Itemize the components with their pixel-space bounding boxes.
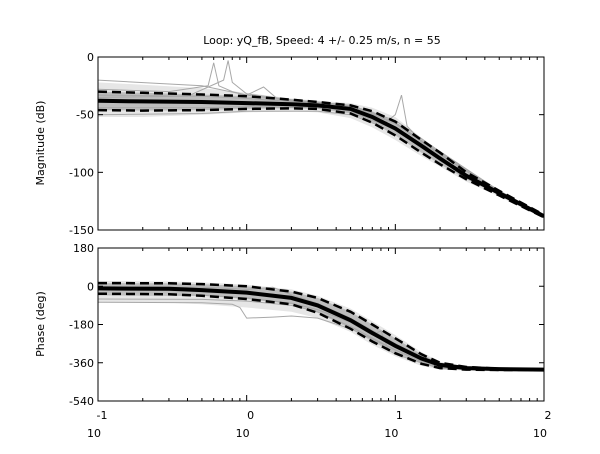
xtick-label-exponent: 2 bbox=[545, 409, 552, 422]
magnitude-plot-frame bbox=[98, 57, 544, 230]
magnitude-ytick-label: -100 bbox=[69, 166, 94, 179]
phase-ytick-label: 0 bbox=[87, 280, 94, 293]
phase-mean-line bbox=[98, 286, 544, 372]
magnitude-sample-curve-2 bbox=[98, 79, 544, 216]
xtick-label-base: 10 bbox=[384, 427, 398, 440]
magnitude-ytick-label: -50 bbox=[76, 109, 94, 122]
phase-ytick-label: -360 bbox=[69, 357, 94, 370]
magnitude-panel: 0 -50 -100 -150 Magnitude (dB) bbox=[34, 51, 545, 237]
magnitude-ylabel: Magnitude (dB) bbox=[34, 101, 47, 186]
xtick-label-exponent: -1 bbox=[97, 409, 108, 422]
magnitude-mean-line bbox=[98, 98, 544, 218]
xtick-label-base: 10 bbox=[236, 427, 250, 440]
phase-ylabel: Phase (deg) bbox=[34, 291, 47, 357]
magnitude-ytick-label: -150 bbox=[69, 224, 94, 237]
phase-ytick-label: -180 bbox=[69, 319, 94, 332]
phase-plot-frame bbox=[98, 248, 544, 401]
xtick-label-base: 10 bbox=[87, 427, 101, 440]
magnitude-std-band bbox=[98, 91, 544, 218]
phase-ytick-label: -540 bbox=[69, 395, 94, 408]
xtick-label-exponent: 1 bbox=[396, 409, 403, 422]
phase-panel: 180 0 -180 -360 -540 10 -1 10 0 10 1 10 2 Phase (de… bbox=[34, 242, 552, 440]
chart-title: Loop: yQ_fB, Speed: 4 +/- 0.25 m/s, n = … bbox=[203, 34, 441, 47]
magnitude-ytick-label: 0 bbox=[87, 51, 94, 64]
magnitude-std-lower-line bbox=[98, 107, 544, 219]
xtick-label-base: 10 bbox=[533, 427, 547, 440]
phase-ytick-label: 180 bbox=[73, 242, 94, 255]
magnitude-std-upper-line bbox=[98, 90, 544, 217]
xtick-label-exponent: 0 bbox=[247, 409, 254, 422]
